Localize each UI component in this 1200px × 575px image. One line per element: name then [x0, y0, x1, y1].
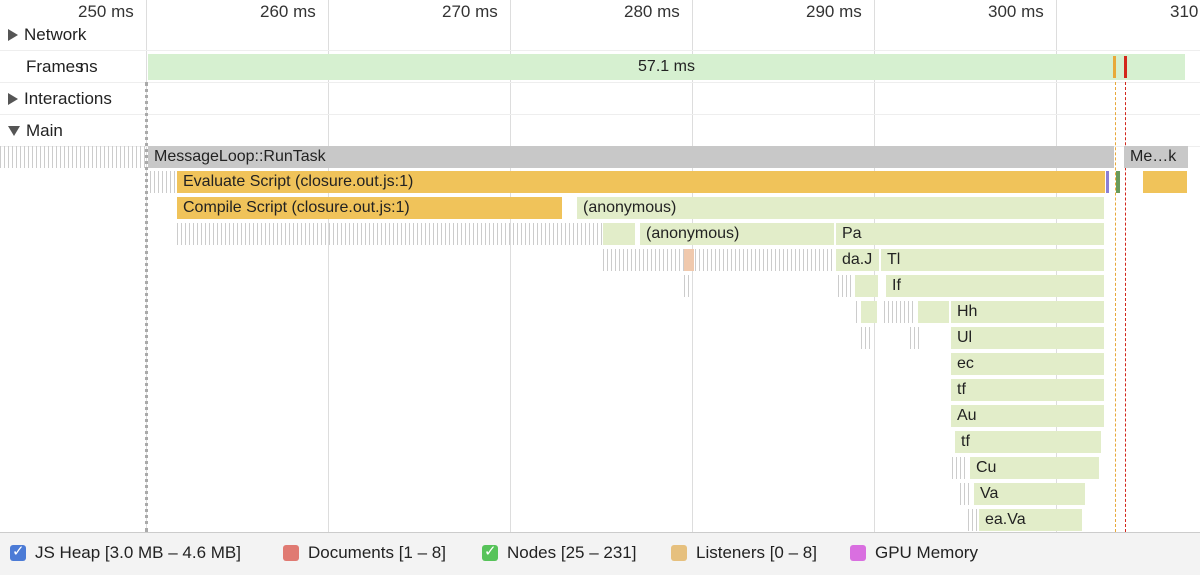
legend-nodes[interactable]: ✓ Nodes [25 – 231]	[482, 543, 636, 563]
task-ticks	[910, 327, 920, 349]
legend-label: Nodes [25 – 231]	[507, 543, 637, 562]
frame-marker	[1113, 56, 1116, 78]
anonymous-function-bar[interactable]: (anonymous)	[577, 197, 1105, 219]
expand-arrow-icon[interactable]	[8, 92, 18, 105]
memory-legend: ✓ JS Heap [3.0 MB – 4.6 MB] Documents [1…	[0, 532, 1200, 575]
call-bar-if[interactable]: If	[886, 275, 1105, 297]
legend-documents[interactable]: Documents [1 – 8]	[283, 543, 446, 563]
task-ticks	[960, 483, 972, 505]
legend-gpu-memory[interactable]: GPU Memory	[850, 543, 978, 563]
mini-bar	[684, 249, 694, 271]
grid-line	[328, 0, 329, 532]
task-ticks	[177, 223, 602, 245]
call-bar-ul[interactable]: Ul	[951, 327, 1105, 349]
row-divider	[0, 50, 1200, 51]
dcl-marker-line	[1115, 82, 1116, 532]
ruler-tick-label: 260 ms	[260, 2, 316, 21]
task-ticks	[861, 327, 871, 349]
frame-bar[interactable]: 57.1 ms	[148, 54, 1185, 80]
selection-start-line	[145, 82, 148, 532]
frame-duration: 57.1 ms	[638, 58, 695, 75]
call-bar-pa[interactable]: Pa	[836, 223, 1105, 245]
track-frames-label: Frames	[26, 57, 84, 76]
mini-bar	[1116, 171, 1120, 193]
checkbox-icon[interactable]	[850, 545, 866, 561]
call-bar-daj[interactable]: da.J	[836, 249, 880, 271]
track-network-label: Network	[24, 25, 87, 44]
anonymous-function-bar-2[interactable]: (anonymous)	[640, 223, 835, 245]
task-ticks	[603, 249, 833, 271]
legend-js-heap[interactable]: ✓ JS Heap [3.0 MB – 4.6 MB]	[10, 543, 241, 563]
call-bar-hh[interactable]: Hh	[951, 301, 1105, 323]
call-bar[interactable]	[861, 301, 878, 323]
track-interactions-label: Interactions	[24, 89, 112, 108]
evaluate-script-bar-2[interactable]	[1143, 171, 1187, 193]
call-bar-ec[interactable]: ec	[951, 353, 1105, 375]
row-divider	[0, 82, 1200, 83]
task-ticks	[856, 301, 860, 323]
track-frames-overlap-text: ns	[79, 57, 98, 76]
track-interactions[interactable]: Interactions	[0, 89, 146, 109]
call-bar[interactable]	[855, 275, 879, 297]
task-ticks	[150, 171, 176, 193]
call-bar-cu[interactable]: Cu	[970, 457, 1100, 479]
legend-listeners[interactable]: Listeners [0 – 8]	[671, 543, 817, 563]
task-ticks	[684, 275, 692, 297]
task-run-task-2[interactable]: Me…k	[1124, 146, 1188, 168]
collapse-arrow-icon[interactable]	[8, 125, 20, 136]
ruler-tick-label: 290 ms	[806, 2, 862, 21]
task-ticks	[0, 146, 146, 168]
compile-script-bar[interactable]: Compile Script (closure.out.js:1)	[177, 197, 562, 219]
grid-line	[510, 0, 511, 532]
legend-label: Listeners [0 – 8]	[696, 543, 817, 562]
task-ticks	[968, 509, 978, 531]
call-bar-tf[interactable]: tf	[951, 379, 1105, 401]
row-divider	[0, 114, 1200, 115]
legend-label: JS Heap [3.0 MB – 4.6 MB]	[35, 543, 241, 562]
frame-marker	[1124, 56, 1127, 78]
call-bar-eava[interactable]: ea.Va	[979, 509, 1083, 531]
mini-bar	[1106, 171, 1109, 193]
checkbox-icon[interactable]	[671, 545, 687, 561]
call-bar-tf-2[interactable]: tf	[955, 431, 1102, 453]
call-bar-va[interactable]: Va	[974, 483, 1086, 505]
call-bar-au[interactable]: Au	[951, 405, 1105, 427]
legend-label: Documents [1 – 8]	[308, 543, 446, 562]
task-ticks	[884, 301, 914, 323]
ruler-tick-label: 310	[1170, 2, 1199, 21]
ruler-tick-label: 250 ms	[78, 2, 134, 21]
load-marker-line	[1125, 82, 1126, 532]
task-ticks	[838, 275, 854, 297]
task-run-task[interactable]: MessageLoop::RunTask	[148, 146, 1114, 168]
call-bar[interactable]	[603, 223, 636, 245]
checkbox-icon[interactable]: ✓	[10, 543, 26, 561]
track-frames[interactable]: Framesns	[0, 57, 146, 77]
ruler-tick-label: 280 ms	[624, 2, 680, 21]
evaluate-script-bar[interactable]: Evaluate Script (closure.out.js:1)	[177, 171, 1105, 193]
call-bar-tl[interactable]: Tl	[881, 249, 1105, 271]
track-main[interactable]: Main	[0, 121, 146, 141]
checkbox-icon[interactable]: ✓	[482, 543, 498, 561]
call-bar[interactable]	[918, 301, 950, 323]
ruler-tick-label: 300 ms	[988, 2, 1044, 21]
legend-label: GPU Memory	[875, 543, 978, 562]
ruler-tick-label: 270 ms	[442, 2, 498, 21]
checkbox-icon[interactable]	[283, 545, 299, 561]
track-network[interactable]: Network	[0, 25, 146, 45]
track-main-label: Main	[26, 121, 63, 140]
expand-arrow-icon[interactable]	[8, 28, 18, 41]
task-ticks	[952, 457, 968, 479]
